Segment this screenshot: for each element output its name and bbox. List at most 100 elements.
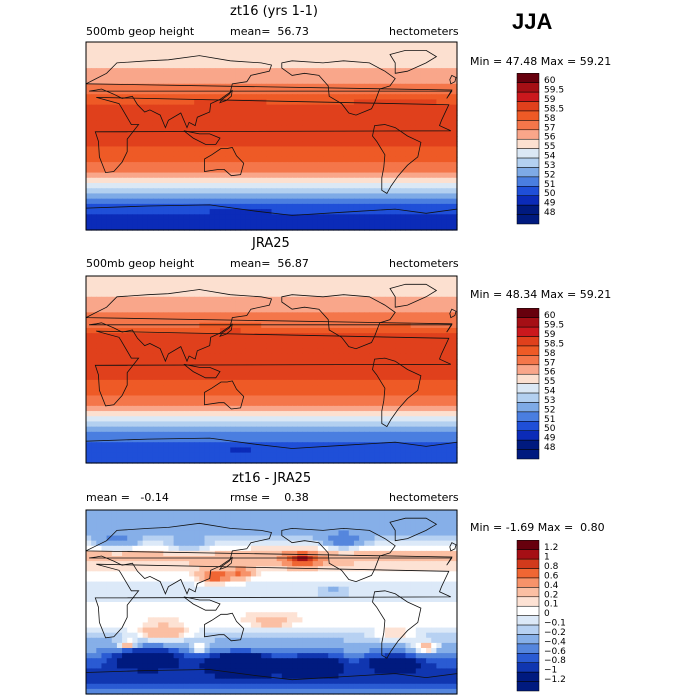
panel1-variable: 500mb geop height (86, 25, 195, 38)
map-cell (240, 73, 247, 80)
map-cell (317, 78, 324, 85)
map-cell (96, 276, 103, 282)
map-cell (261, 301, 267, 308)
map-cell (194, 141, 200, 148)
map-cell (307, 198, 314, 205)
map-cell (127, 291, 133, 298)
colorbar-tick-label: 58 (544, 114, 556, 124)
map-cell (86, 177, 92, 184)
map-cell (235, 400, 242, 407)
map-cell (158, 431, 164, 438)
map-cell (209, 390, 216, 397)
map-cell (256, 405, 262, 412)
map-cell (328, 405, 334, 412)
map-cell (152, 146, 159, 153)
map-cell (214, 177, 221, 184)
map-cell (209, 379, 216, 386)
map-cell (446, 136, 453, 142)
map-cell (106, 312, 113, 319)
map-cell (245, 364, 252, 371)
map-cell (374, 379, 381, 386)
map-cell (152, 296, 159, 303)
map-cell (240, 291, 247, 298)
map-cell (333, 286, 340, 293)
map-cell (142, 369, 149, 376)
map-cell (281, 62, 288, 69)
map-cell (292, 301, 298, 308)
map-cell (86, 188, 92, 195)
map-cell (245, 146, 252, 153)
map-cell (240, 343, 247, 350)
map-cell (91, 125, 97, 132)
map-cell (353, 431, 360, 438)
map-cell (91, 42, 97, 48)
map-cell (271, 125, 278, 132)
map-cell (163, 209, 170, 215)
map-cell (364, 379, 370, 386)
map-cell (194, 52, 200, 59)
map-cell (256, 203, 262, 210)
map-cell (168, 327, 175, 334)
map-cell (86, 57, 92, 64)
map-cell (353, 78, 360, 85)
map-cell (390, 307, 396, 313)
map-cell (204, 183, 211, 189)
map-cell (178, 62, 185, 69)
map-cell (384, 276, 391, 282)
map-cell (183, 188, 190, 195)
map-cell (426, 120, 432, 127)
map-cell (276, 177, 283, 184)
map-cell (147, 214, 154, 221)
map-cell (96, 47, 103, 54)
map-cell (122, 156, 128, 163)
map-cell (132, 172, 139, 179)
map-cell (436, 411, 443, 417)
map-cell (307, 141, 314, 148)
map-cell (168, 411, 175, 417)
map-cell (101, 52, 108, 59)
map-cell (323, 426, 329, 433)
map-cell (106, 431, 113, 438)
map-cell (343, 276, 350, 282)
map-cell (317, 400, 324, 407)
map-cell (338, 109, 345, 116)
map-cell (405, 214, 412, 221)
map-cell (173, 405, 180, 412)
map-cell (96, 296, 103, 303)
map-cell (163, 395, 170, 402)
map-cell (286, 301, 293, 308)
map-cell (364, 214, 370, 221)
map-cell (395, 327, 401, 334)
map-cell (379, 411, 386, 417)
map-cell (348, 167, 355, 174)
map-cell (116, 99, 123, 106)
map-cell (359, 47, 365, 54)
map-cell (348, 130, 355, 137)
map-cell (276, 343, 283, 350)
map-cell (400, 183, 407, 189)
map-cell (307, 374, 314, 381)
map-cell (348, 312, 355, 319)
map-cell (390, 172, 396, 179)
map-cell (281, 426, 288, 433)
map-cell (292, 47, 298, 54)
map-cell (101, 286, 108, 293)
map-cell (173, 115, 180, 121)
map-cell (96, 172, 103, 179)
map-cell (446, 73, 453, 80)
map-cell (256, 364, 262, 371)
map-cell (338, 395, 345, 402)
map-cell (230, 276, 237, 282)
map-cell (431, 188, 437, 195)
map-cell (250, 167, 257, 174)
map-cell (127, 198, 133, 205)
map-cell (91, 109, 97, 116)
map-cell (219, 99, 226, 106)
map-cell (333, 120, 340, 127)
map-cell (348, 52, 355, 59)
map-cell (431, 78, 437, 85)
map-cell (173, 442, 180, 449)
map-cell (286, 214, 293, 221)
map-cell (158, 224, 164, 231)
map-cell (451, 214, 458, 221)
